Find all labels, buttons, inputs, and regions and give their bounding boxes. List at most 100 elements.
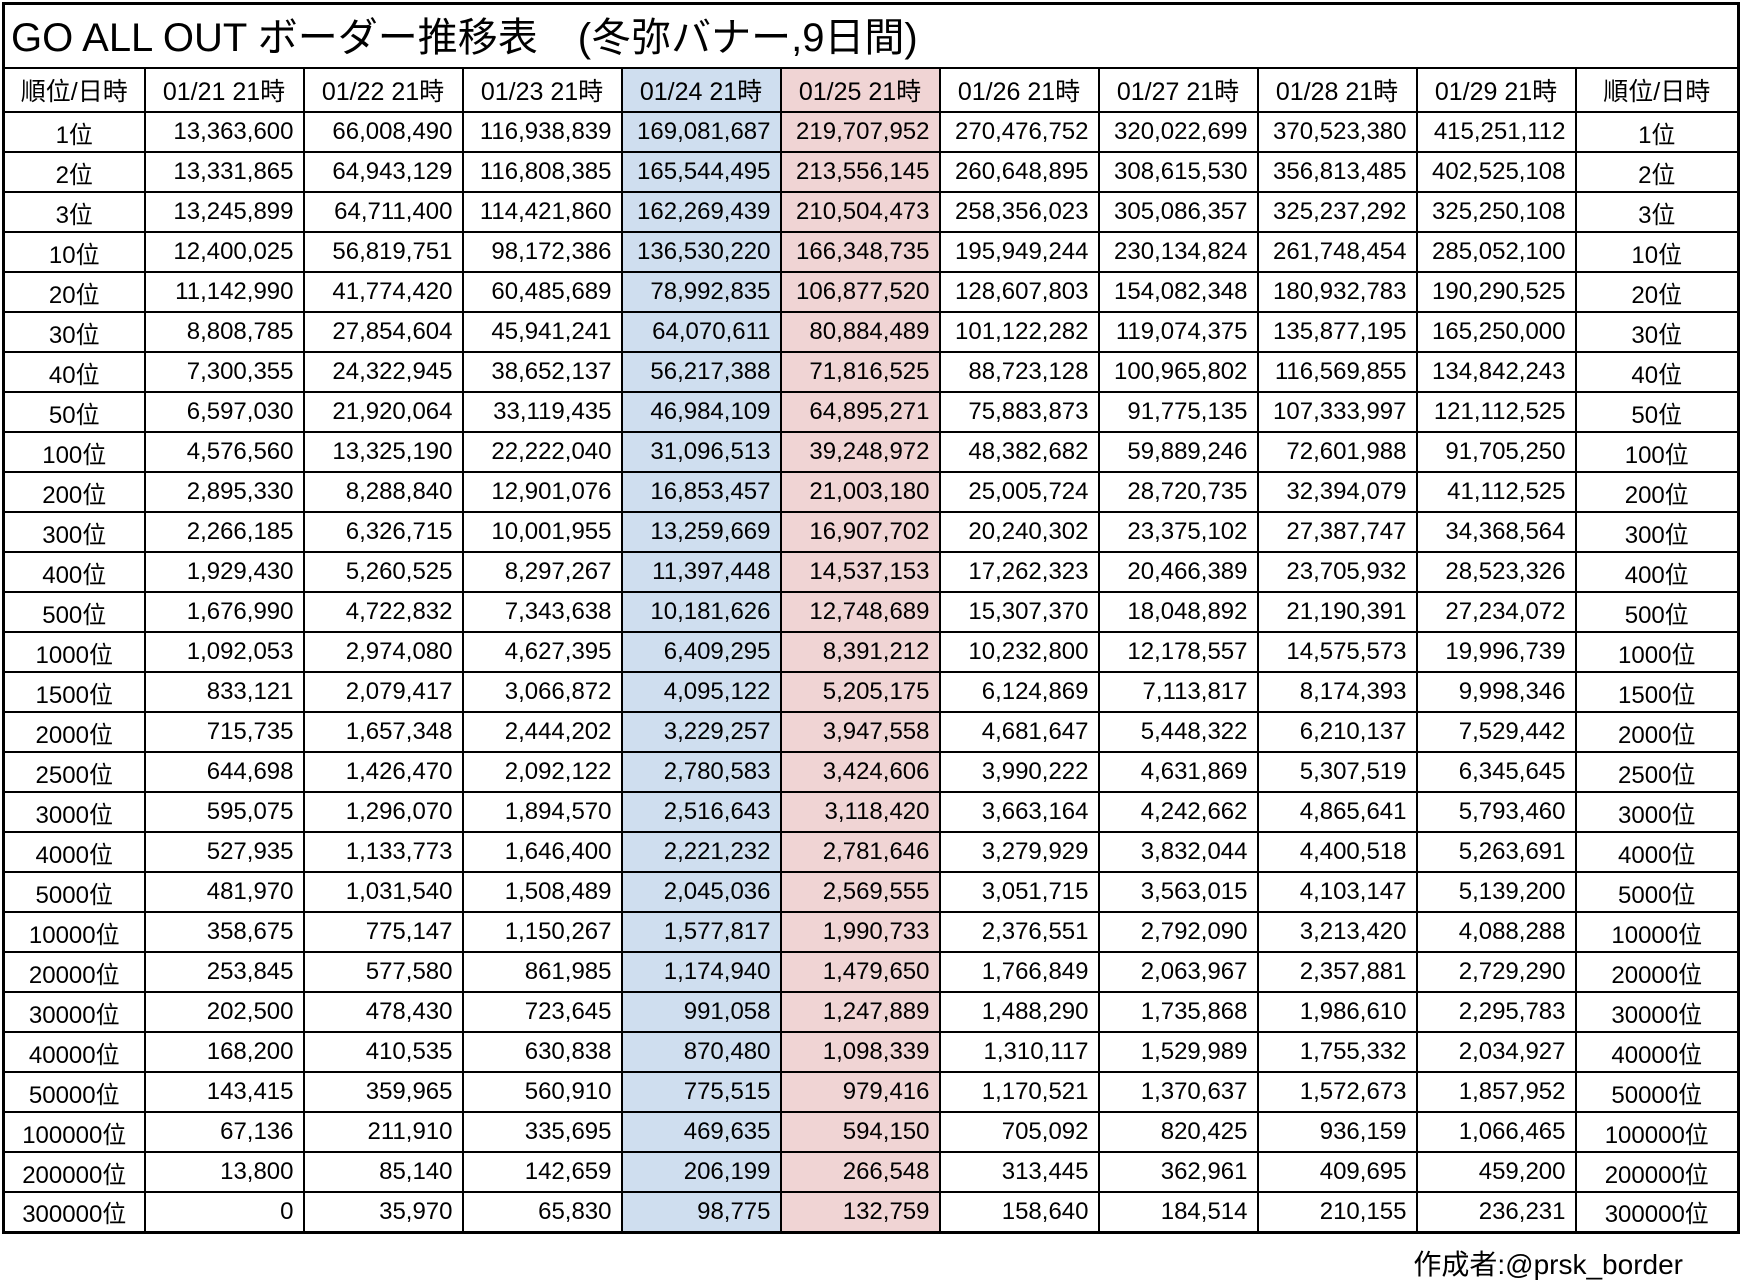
value-cell: 4,095,122 — [620, 671, 782, 713]
value-cell: 402,525,108 — [1415, 151, 1577, 193]
value-cell: 85,140 — [302, 1151, 464, 1193]
value-cell: 8,288,840 — [302, 471, 464, 513]
value-cell: 2,781,646 — [779, 831, 941, 873]
rank-cell-right: 10000位 — [1574, 911, 1740, 953]
value-cell: 27,387,747 — [1256, 511, 1418, 553]
value-cell: 116,938,839 — [461, 111, 623, 153]
value-cell: 2,045,036 — [620, 871, 782, 913]
value-cell: 10,232,800 — [938, 631, 1100, 673]
value-cell: 1,766,849 — [938, 951, 1100, 993]
value-cell: 16,907,702 — [779, 511, 941, 553]
value-cell: 114,421,860 — [461, 191, 623, 233]
rank-cell-right: 2位 — [1574, 151, 1740, 193]
value-cell: 3,832,044 — [1097, 831, 1259, 873]
rank-cell: 3000位 — [2, 791, 146, 833]
value-cell: 142,659 — [461, 1151, 623, 1193]
value-cell: 1,929,430 — [143, 551, 305, 593]
rank-cell: 10位 — [2, 231, 146, 273]
value-cell: 775,515 — [620, 1071, 782, 1113]
table-row: 2位 13,331,865 64,943,129 116,808,385 165,544… — [2, 151, 1740, 193]
value-cell: 1,676,990 — [143, 591, 305, 633]
value-cell: 2,295,783 — [1415, 991, 1577, 1033]
value-cell: 32,394,079 — [1256, 471, 1418, 513]
date-header: 01/23 21時 — [461, 67, 623, 113]
value-cell: 577,580 — [302, 951, 464, 993]
value-cell: 3,229,257 — [620, 711, 782, 753]
value-cell: 936,159 — [1256, 1111, 1418, 1153]
value-cell: 1,857,952 — [1415, 1071, 1577, 1113]
value-cell: 80,884,489 — [779, 311, 941, 353]
value-cell: 13,259,669 — [620, 511, 782, 553]
rank-cell-right: 300位 — [1574, 511, 1740, 553]
table-row: 20000位 253,845 577,580 861,985 1,174,940 1,47… — [2, 951, 1740, 993]
value-cell: 11,397,448 — [620, 551, 782, 593]
value-cell: 1,529,989 — [1097, 1031, 1259, 1073]
value-cell: 356,813,485 — [1256, 151, 1418, 193]
value-cell: 19,996,739 — [1415, 631, 1577, 673]
value-cell: 16,853,457 — [620, 471, 782, 513]
value-cell: 1,133,773 — [302, 831, 464, 873]
value-cell: 1,894,570 — [461, 791, 623, 833]
value-cell: 7,113,817 — [1097, 671, 1259, 713]
value-cell: 1,092,053 — [143, 631, 305, 673]
value-cell: 14,575,573 — [1256, 631, 1418, 673]
rank-cell-right: 5000位 — [1574, 871, 1740, 913]
rank-cell: 100位 — [2, 431, 146, 473]
value-cell: 213,556,145 — [779, 151, 941, 193]
value-cell: 7,529,442 — [1415, 711, 1577, 753]
value-cell: 1,296,070 — [302, 791, 464, 833]
value-cell: 5,263,691 — [1415, 831, 1577, 873]
value-cell: 1,370,637 — [1097, 1071, 1259, 1113]
rank-cell-right: 1位 — [1574, 111, 1740, 153]
value-cell: 165,250,000 — [1415, 311, 1577, 353]
value-cell: 325,237,292 — [1256, 191, 1418, 233]
value-cell: 65,830 — [461, 1191, 623, 1233]
rank-cell: 1000位 — [2, 631, 146, 673]
rank-cell: 200位 — [2, 471, 146, 513]
value-cell: 3,663,164 — [938, 791, 1100, 833]
value-cell: 409,695 — [1256, 1151, 1418, 1193]
value-cell: 3,051,715 — [938, 871, 1100, 913]
table-row: 3000位 595,075 1,296,070 1,894,570 2,516,643 3… — [2, 791, 1740, 833]
value-cell: 261,748,454 — [1256, 231, 1418, 273]
table-row: 4000位 527,935 1,133,773 1,646,400 2,221,232 2… — [2, 831, 1740, 873]
value-cell: 206,199 — [620, 1151, 782, 1193]
value-cell: 861,985 — [461, 951, 623, 993]
rank-cell: 500位 — [2, 591, 146, 633]
value-cell: 270,476,752 — [938, 111, 1100, 153]
value-cell: 27,234,072 — [1415, 591, 1577, 633]
value-cell: 91,705,250 — [1415, 431, 1577, 473]
value-cell: 630,838 — [461, 1031, 623, 1073]
table-row: 3位 13,245,899 64,711,400 114,421,860 162,269… — [2, 191, 1740, 233]
value-cell: 119,074,375 — [1097, 311, 1259, 353]
value-cell: 13,245,899 — [143, 191, 305, 233]
value-cell: 6,597,030 — [143, 391, 305, 433]
value-cell: 180,932,783 — [1256, 271, 1418, 313]
value-cell: 64,943,129 — [302, 151, 464, 193]
value-cell: 154,082,348 — [1097, 271, 1259, 313]
value-cell: 2,221,232 — [620, 831, 782, 873]
value-cell: 1,170,521 — [938, 1071, 1100, 1113]
value-cell: 107,333,997 — [1256, 391, 1418, 433]
value-cell: 132,759 — [779, 1191, 941, 1233]
rank-cell-right: 40位 — [1574, 351, 1740, 393]
value-cell: 15,307,370 — [938, 591, 1100, 633]
value-cell: 64,895,271 — [779, 391, 941, 433]
rank-cell: 20位 — [2, 271, 146, 313]
value-cell: 6,124,869 — [938, 671, 1100, 713]
value-cell: 705,092 — [938, 1111, 1100, 1153]
value-cell: 219,707,952 — [779, 111, 941, 153]
value-cell: 31,096,513 — [620, 431, 782, 473]
date-header: 01/25 21時 — [779, 67, 941, 113]
value-cell: 100,965,802 — [1097, 351, 1259, 393]
value-cell: 98,172,386 — [461, 231, 623, 273]
table-row: 100000位 67,136 211,910 335,695 469,635 594,15… — [2, 1111, 1740, 1153]
value-cell: 2,357,881 — [1256, 951, 1418, 993]
rank-cell: 4000位 — [2, 831, 146, 873]
rank-cell: 10000位 — [2, 911, 146, 953]
value-cell: 88,723,128 — [938, 351, 1100, 393]
table-row: 30000位 202,500 478,430 723,645 991,058 1,247,… — [2, 991, 1740, 1033]
value-cell: 258,356,023 — [938, 191, 1100, 233]
rank-cell: 5000位 — [2, 871, 146, 913]
table-row: 1000位 1,092,053 2,974,080 4,627,395 6,409,29… — [2, 631, 1740, 673]
